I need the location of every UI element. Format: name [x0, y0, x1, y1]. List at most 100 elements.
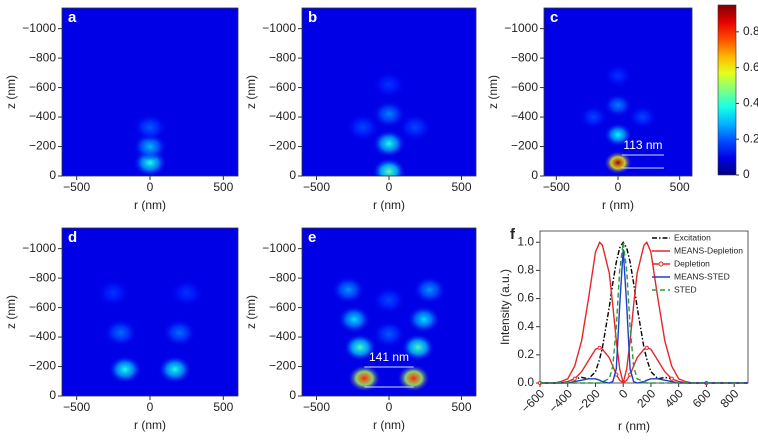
x-tick-label: −200: [574, 386, 603, 415]
y-tick-label: −1000: [22, 21, 56, 35]
y-tick-label: 0.4: [517, 319, 534, 333]
series-marker: [644, 345, 649, 350]
y-tick-label: −600: [29, 80, 56, 94]
y-tick-label: 0.0: [517, 375, 534, 389]
y-tick-label: −400: [269, 109, 296, 123]
y-tick-label: 0: [49, 388, 56, 402]
panel-label: b: [308, 9, 317, 26]
y-axis-label: z (nm): [486, 75, 500, 109]
series-marker: [669, 376, 674, 381]
y-tick-label: 0: [49, 168, 56, 182]
x-tick-label: 0: [616, 386, 631, 401]
intensity-spot: [133, 113, 167, 142]
x-tick-label: 0: [386, 180, 393, 194]
series-line: [540, 249, 748, 384]
intensity-spot: [372, 129, 406, 158]
intensity-spot: [401, 333, 435, 362]
intensity-spot: [603, 123, 633, 147]
x-tick-label: 400: [662, 386, 686, 410]
x-tick-label: 0: [147, 400, 154, 414]
intensity-spot: [133, 132, 167, 161]
intensity-spot: [337, 305, 371, 334]
x-tick-label: −500: [303, 180, 330, 194]
plot-frame: [539, 230, 749, 384]
y-tick-label: −600: [29, 300, 56, 314]
x-tick-label: 0: [615, 180, 622, 194]
x-tick-label: 500: [213, 180, 233, 194]
y-tick-label: 1.0: [517, 234, 534, 248]
y-tick-label: −600: [511, 80, 538, 94]
y-tick-label: −800: [29, 50, 56, 64]
intensity-spot: [372, 286, 406, 314]
intensity-spot: [407, 305, 441, 334]
intensity-spot: [579, 105, 608, 129]
x-tick-label: −500: [63, 400, 90, 414]
heatmap: [62, 228, 238, 396]
intensity-spot: [372, 100, 406, 128]
legend-label: STED: [674, 284, 697, 294]
intensity-spot: [331, 276, 366, 304]
intensity-spot: [96, 278, 131, 307]
y-tick-label: −400: [29, 329, 56, 343]
intensity-spot: [343, 333, 377, 362]
legend-label: MEANS-STED: [674, 271, 730, 281]
x-tick-label: 800: [717, 386, 741, 410]
series-line: [540, 240, 748, 384]
heatmap-background: [544, 8, 692, 176]
intensity-spot: [169, 278, 204, 307]
series-line: [540, 241, 748, 384]
y-tick-label: −200: [511, 139, 538, 153]
y-tick-label: −400: [269, 329, 296, 343]
colorbar-tick-label: 0.2: [743, 131, 758, 145]
intensity-spot: [372, 70, 406, 99]
y-tick-label: −200: [269, 139, 296, 153]
y-tick-label: −1000: [262, 21, 296, 35]
colorbar-tick-label: 0.6: [743, 60, 758, 74]
intensity-spot: [347, 364, 382, 393]
x-tick-label: −500: [303, 400, 330, 414]
heatmap-background: [62, 228, 238, 396]
x-tick-label: 500: [451, 180, 471, 194]
y-tick-label: 0.6: [517, 291, 534, 305]
y-tick-label: −600: [269, 300, 296, 314]
y-tick-label: −800: [29, 270, 56, 284]
colorbar-tick-label: 0.8: [743, 24, 758, 38]
x-tick-label: 600: [690, 386, 714, 410]
x-tick-label: 500: [213, 400, 233, 414]
panel-label: a: [68, 9, 77, 26]
x-tick-label: −500: [543, 180, 570, 194]
y-tick-label: −200: [29, 139, 56, 153]
intensity-spot: [396, 364, 431, 393]
y-tick-label: 0.2: [517, 347, 534, 361]
y-tick-label: −1000: [262, 241, 296, 255]
legend-label: Excitation: [674, 232, 711, 242]
y-tick-label: 0: [531, 168, 538, 182]
y-tick-label: −1000: [22, 241, 56, 255]
x-tick-label: 0: [386, 400, 393, 414]
x-axis-label: r (nm): [134, 418, 166, 432]
y-tick-label: 0.8: [517, 263, 534, 277]
y-tick-label: −800: [511, 50, 538, 64]
x-axis-label: r (nm): [134, 198, 166, 212]
colorbar-tick-label: 0: [743, 167, 750, 181]
y-tick-label: −800: [269, 270, 296, 284]
y-tick-label: −400: [29, 109, 56, 123]
x-tick-label: 500: [670, 180, 690, 194]
panel-label: f: [510, 226, 516, 243]
panel-label: d: [68, 229, 77, 246]
intensity-spot: [162, 318, 197, 347]
series-marker: [597, 345, 602, 350]
series-line: [540, 242, 748, 384]
x-tick-label: 500: [451, 400, 471, 414]
x-tick-label: −500: [63, 180, 90, 194]
x-tick-label: −600: [518, 386, 547, 415]
intensity-spot: [398, 113, 432, 142]
x-axis-label: r (nm): [602, 198, 634, 212]
y-tick-label: 0: [289, 168, 296, 182]
panel-label: c: [550, 9, 558, 26]
x-tick-label: 0: [147, 180, 154, 194]
series-marker: [572, 376, 577, 381]
x-tick-label: −400: [546, 386, 575, 415]
y-tick-label: −600: [269, 80, 296, 94]
